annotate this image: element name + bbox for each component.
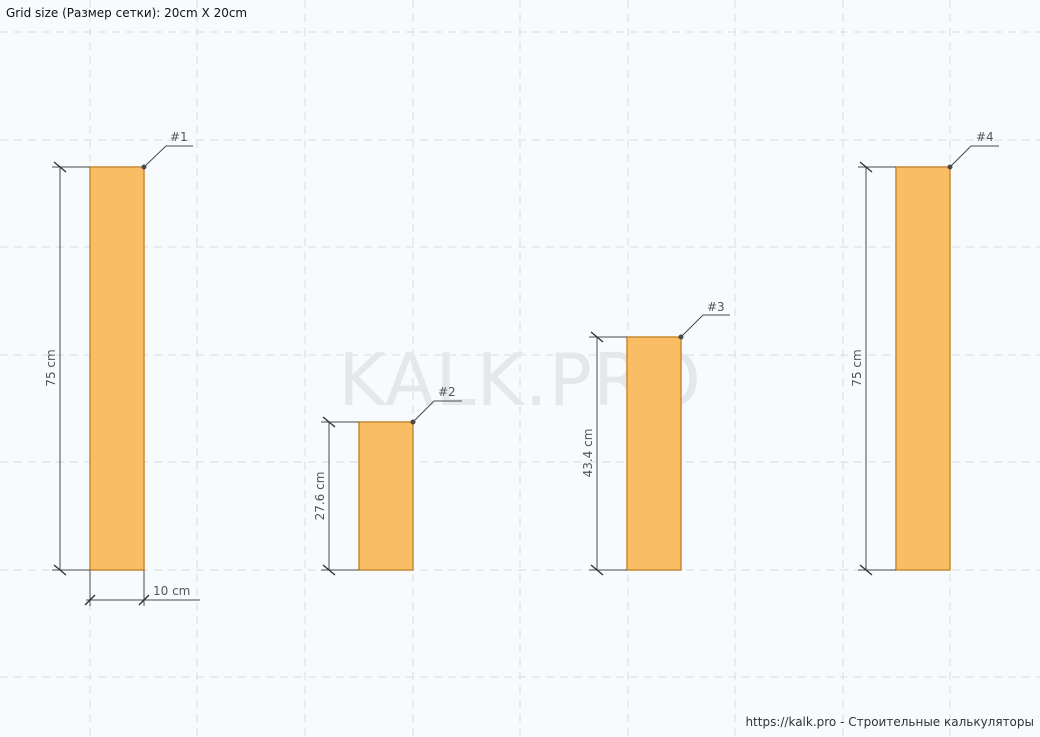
footer-credit: https://kalk.pro - Строительные калькуля… — [745, 715, 1034, 729]
board-3-marker: #3 — [707, 300, 725, 314]
board-4: 75 cm #4 — [850, 130, 999, 576]
board-1-marker: #1 — [170, 130, 188, 144]
width-label: 10 cm — [153, 584, 190, 598]
board-1-height-label: 75 cm — [44, 349, 58, 386]
board-3: 43.4 cm #3 — [581, 300, 730, 576]
grid-size-caption: Grid size (Размер сетки): 20cm X 20cm — [6, 6, 248, 20]
board-4-height-label: 75 cm — [850, 349, 864, 386]
board-3-height-label: 43.4 cm — [581, 429, 595, 478]
board-1: 75 cm 10 cm #1 — [44, 130, 200, 606]
board-4-marker: #4 — [976, 130, 994, 144]
board-3-rect — [626, 336, 682, 571]
board-2-marker: #2 — [438, 385, 456, 399]
board-1-rect — [89, 166, 145, 571]
board-4-rect — [895, 166, 951, 571]
board-2-height-label: 27.6 cm — [313, 472, 327, 521]
board-2-rect — [358, 421, 414, 571]
board-2: 27.6 cm #2 — [313, 385, 462, 576]
